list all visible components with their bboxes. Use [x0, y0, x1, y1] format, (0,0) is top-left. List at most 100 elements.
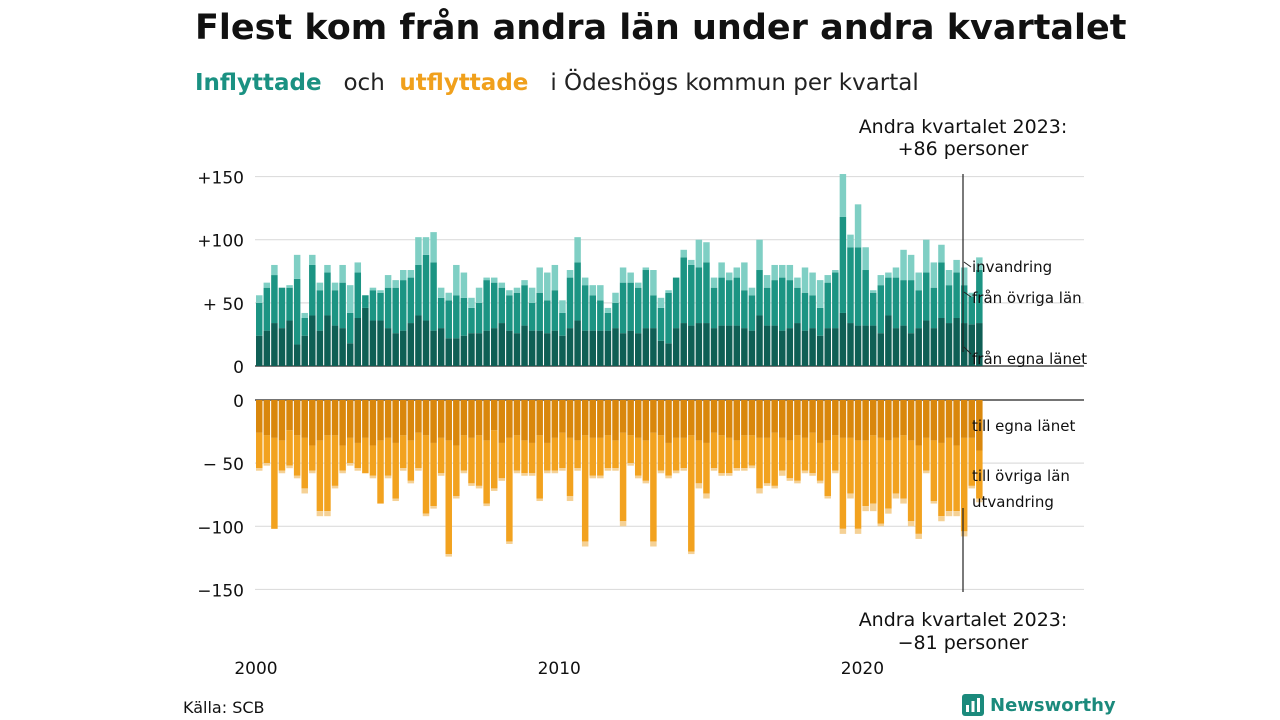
- bar-out-segment: [437, 400, 445, 438]
- bar-in-segment: [331, 282, 339, 291]
- bar-in-segment: [544, 272, 551, 301]
- bar-out-segment: [953, 445, 960, 512]
- bar-in-segment: [377, 292, 384, 321]
- bar-out-segment: [263, 435, 271, 464]
- bar-in-segment: [536, 292, 543, 331]
- bar-out-segment: [938, 442, 945, 517]
- bar-out-segment: [256, 432, 263, 469]
- bar-in-segment: [885, 277, 892, 316]
- bar-in-segment: [581, 330, 589, 366]
- bar-out-segment: [256, 400, 263, 433]
- bar-out-segment: [733, 468, 741, 471]
- bar-in-segment: [657, 307, 665, 341]
- bar-out-segment: [354, 400, 362, 443]
- bar-out-segment: [824, 400, 831, 441]
- bar-out-segment: [650, 400, 657, 433]
- bar-in-segment: [407, 323, 415, 366]
- bar-in-segment: [468, 333, 475, 366]
- bar-out-segment: [544, 400, 551, 443]
- bar-in-segment: [968, 292, 975, 297]
- bar-in-segment: [475, 302, 483, 334]
- bar-out-segment: [521, 400, 528, 441]
- bar-in-segment: [695, 267, 703, 324]
- bar-out-segment: [907, 440, 915, 522]
- bar-out-segment: [635, 437, 642, 476]
- bar-out-segment: [430, 442, 437, 507]
- bar-in-segment: [400, 280, 407, 331]
- bar-out-segment: [650, 541, 657, 547]
- bar-in-segment: [809, 328, 816, 366]
- bar-in-segment: [619, 267, 627, 283]
- bar-out-segment: [597, 437, 604, 476]
- bar-in-segment: [832, 272, 839, 329]
- bar-in-segment: [748, 295, 756, 331]
- bar-out-segment: [930, 501, 938, 504]
- bar-out-segment: [415, 468, 422, 471]
- bar-out-segment: [468, 400, 475, 438]
- bar-out-segment: [725, 400, 733, 438]
- bar-out-segment: [657, 470, 665, 474]
- bar-out-segment: [346, 400, 354, 438]
- bar-out-segment: [551, 400, 559, 438]
- bar-in-segment: [839, 312, 847, 366]
- series-label-bottom: till egna länet: [972, 417, 1075, 435]
- bar-out-segment: [445, 554, 452, 557]
- bar-out-segment: [506, 400, 513, 438]
- bar-out-segment: [430, 400, 437, 443]
- bar-out-segment: [400, 400, 407, 436]
- bar-in-segment: [346, 343, 354, 366]
- bar-in-segment: [513, 333, 521, 366]
- bar-out-segment: [415, 432, 422, 469]
- bar-out-segment: [976, 498, 983, 503]
- bar-out-segment: [437, 437, 445, 474]
- bar-out-segment: [506, 437, 513, 542]
- subtitle-and: och: [343, 70, 385, 96]
- bar-out-segment: [763, 483, 771, 486]
- bar-out-segment: [900, 498, 907, 504]
- bar-out-segment: [915, 400, 922, 446]
- bar-out-segment: [490, 400, 498, 431]
- bar-in-segment: [976, 270, 983, 324]
- bar-out-segment: [536, 498, 543, 502]
- bar-in-segment: [400, 270, 407, 281]
- bar-out-segment: [832, 470, 839, 474]
- bar-in-segment: [490, 277, 498, 283]
- bar-in-segment: [786, 280, 794, 329]
- bar-in-segment: [779, 330, 786, 366]
- bar-in-segment: [506, 295, 513, 331]
- bar-out-segment: [672, 437, 680, 471]
- bar-out-segment: [597, 475, 604, 479]
- bar-in-segment: [688, 325, 695, 366]
- bar-in-segment: [271, 264, 278, 276]
- bar-out-segment: [832, 400, 839, 436]
- bar-out-segment: [574, 440, 581, 469]
- bar-out-segment: [635, 475, 642, 479]
- bar-in-segment: [536, 330, 543, 366]
- bar-out-segment: [460, 400, 468, 436]
- bar-out-segment: [316, 440, 324, 512]
- bar-in-segment: [809, 272, 816, 296]
- bar-out-segment: [475, 435, 483, 486]
- bar-out-segment: [854, 400, 862, 441]
- bar-in-segment: [794, 287, 801, 324]
- bar-out-segment: [407, 480, 415, 484]
- subtitle-rest: i Ödeshögs kommun per kvartal: [550, 70, 919, 96]
- bar-in-segment: [445, 338, 452, 366]
- bar-in-segment: [354, 262, 362, 273]
- bar-in-segment: [612, 292, 619, 303]
- bar-in-segment: [589, 330, 596, 366]
- bar-in-segment: [960, 285, 968, 324]
- bar-out-segment: [604, 435, 612, 469]
- bar-out-segment: [907, 400, 915, 441]
- bar-out-segment: [453, 400, 460, 446]
- bar-in-segment: [559, 300, 566, 313]
- bar-out-segment: [642, 400, 650, 441]
- bar-out-segment: [316, 511, 324, 517]
- bar-out-segment: [923, 437, 930, 471]
- bar-out-segment: [559, 432, 566, 469]
- bar-in-segment: [627, 282, 634, 331]
- y-tick-label-bottom: −150: [197, 581, 244, 601]
- bar-in-segment: [779, 264, 786, 278]
- bar-in-segment: [953, 272, 960, 319]
- bar-out-segment: [331, 400, 339, 436]
